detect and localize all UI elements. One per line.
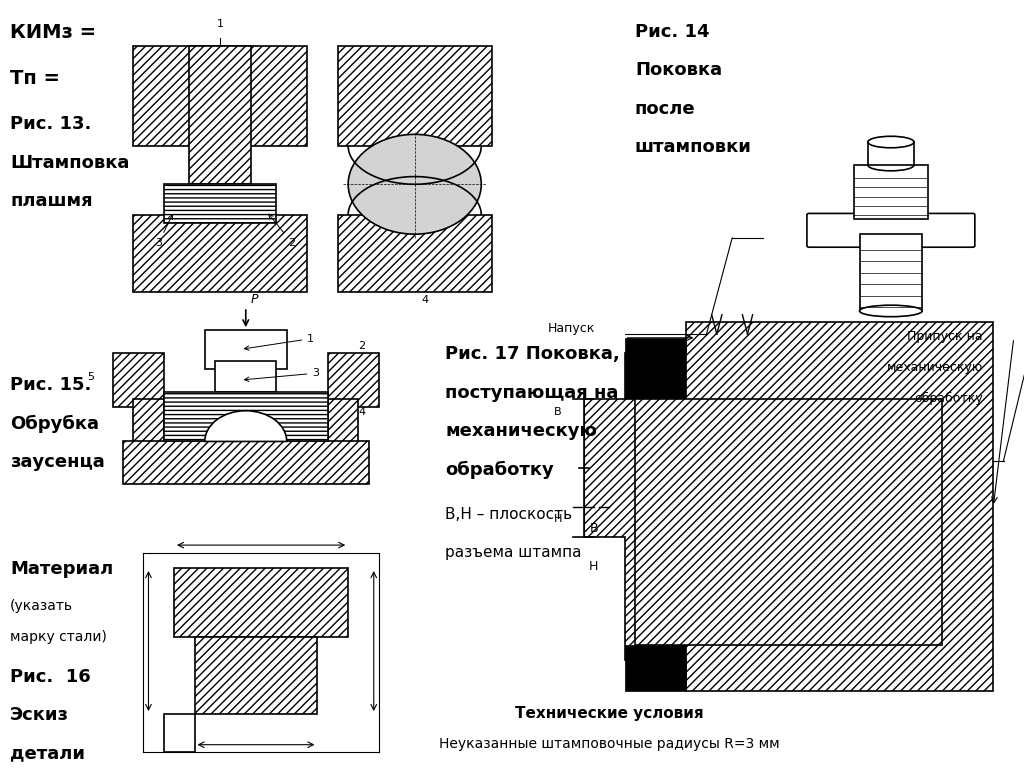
Text: Неуказанные штамповочные радиусы R=3 мм: Неуказанные штамповочные радиусы R=3 мм (439, 737, 779, 751)
Text: 2: 2 (268, 214, 295, 247)
Text: Напуск: Напуск (548, 323, 595, 336)
Bar (113, 353, 164, 407)
Text: Штамповка: Штамповка (10, 154, 130, 171)
Bar (625, 645, 686, 691)
Bar (164, 714, 195, 753)
Ellipse shape (868, 136, 914, 147)
Bar (164, 392, 328, 442)
Text: Рис.  16: Рис. 16 (10, 668, 91, 686)
Bar (133, 399, 164, 453)
Text: Тп =: Тп = (10, 69, 60, 88)
Text: Рис. 15.: Рис. 15. (10, 376, 91, 394)
Text: Рис. 13.: Рис. 13. (10, 115, 91, 133)
Bar (854, 165, 928, 219)
Text: 1: 1 (245, 333, 314, 350)
Bar (133, 215, 307, 292)
Text: разъема штампа: разъема штампа (445, 545, 582, 560)
Bar (123, 442, 369, 484)
Text: обработку: обработку (914, 392, 983, 405)
Bar (328, 399, 358, 453)
Text: механическую: механическую (445, 422, 597, 440)
Ellipse shape (868, 159, 914, 170)
Polygon shape (584, 323, 993, 691)
Bar (635, 399, 942, 645)
Wedge shape (205, 411, 287, 442)
Text: КИМз =: КИМз = (10, 23, 96, 42)
Bar (205, 330, 287, 369)
Text: 4: 4 (358, 406, 366, 416)
Text: детали: детали (10, 745, 85, 763)
Text: Поковка: Поковка (635, 61, 722, 79)
Text: В,Н – плоскость: В,Н – плоскость (445, 507, 572, 521)
Text: марку стали): марку стали) (10, 630, 108, 644)
Text: P: P (251, 293, 258, 306)
Text: В: В (554, 406, 562, 416)
Bar (328, 353, 379, 407)
Bar (174, 568, 348, 637)
Text: 4: 4 (422, 295, 428, 305)
Text: Технические условия: Технические условия (515, 707, 703, 721)
Text: 5: 5 (87, 372, 94, 382)
Text: Обрубка: Обрубка (10, 415, 99, 432)
Text: обработку: обработку (445, 461, 554, 478)
Ellipse shape (859, 305, 923, 316)
Bar (164, 184, 276, 223)
Bar (215, 361, 276, 392)
Bar (195, 637, 317, 714)
Text: механическую: механическую (887, 361, 983, 374)
Text: (указать: (указать (10, 599, 74, 613)
Text: Припуск на: Припуск на (907, 330, 983, 343)
Text: штамповки: штамповки (635, 138, 752, 156)
Circle shape (348, 134, 481, 234)
Bar (859, 234, 923, 311)
Text: плашмя: плашмя (10, 192, 93, 210)
FancyBboxPatch shape (807, 214, 975, 247)
Bar (133, 46, 307, 146)
Bar (338, 215, 492, 292)
Text: после: после (635, 100, 695, 118)
Text: 3: 3 (156, 214, 172, 247)
Ellipse shape (808, 213, 974, 232)
Bar (625, 338, 686, 399)
Text: Эскиз: Эскиз (10, 707, 70, 724)
Text: Рис. 17 Поковка,: Рис. 17 Поковка, (445, 346, 621, 363)
Bar (338, 46, 492, 146)
Text: Рис. 14: Рис. 14 (635, 23, 710, 41)
Text: Материал: Материал (10, 561, 114, 578)
Text: Н: Н (554, 514, 562, 524)
Bar (868, 142, 914, 165)
Bar (189, 46, 251, 184)
Text: 3: 3 (245, 368, 319, 382)
Text: 1: 1 (217, 19, 223, 29)
Text: В: В (590, 522, 598, 535)
Text: Н: Н (589, 561, 599, 574)
Text: поступающая на: поступающая на (445, 384, 618, 402)
Text: заусенца: заусенца (10, 453, 105, 471)
Text: 2: 2 (358, 341, 366, 351)
